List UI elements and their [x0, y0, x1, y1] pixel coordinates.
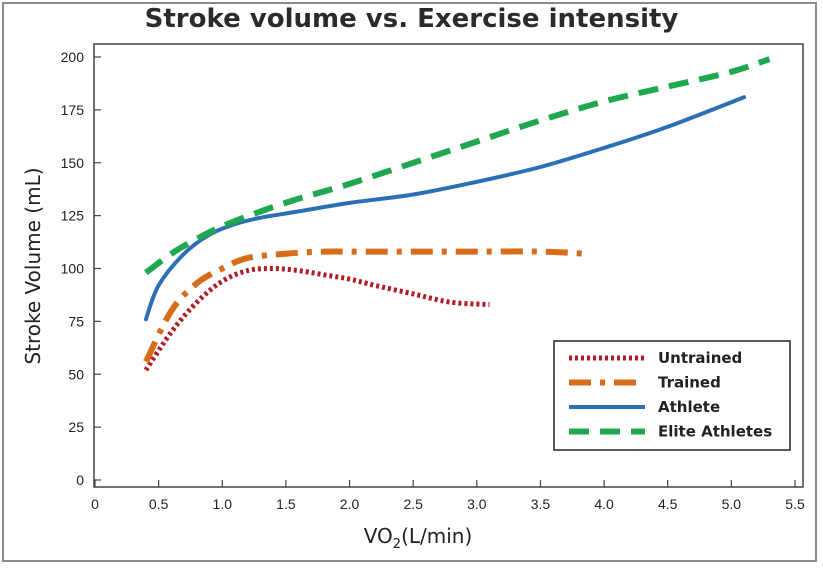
x-axis-label-sub: 2 [393, 537, 401, 552]
x-tick-label: 2.5 [403, 496, 423, 512]
x-tick-label: 3.0 [467, 496, 487, 512]
chart-frame [2, 2, 817, 562]
series-line-athlete [143, 95, 747, 322]
x-tick-label: 5.5 [785, 496, 805, 512]
series-line-untrained [143, 266, 490, 372]
y-tick-label: 100 [61, 261, 85, 277]
x-tick-label: 0 [91, 496, 99, 512]
legend-label-elite-athletes: Elite Athletes [658, 423, 772, 441]
x-tick-label: 2.0 [340, 496, 360, 512]
x-tick-label: 4.0 [594, 496, 614, 512]
y-tick-label: 150 [61, 155, 85, 171]
series-line-elite-athletes [144, 56, 771, 276]
legend-label-athlete: Athlete [658, 398, 720, 416]
x-axis-label-unit: (L/min) [401, 524, 472, 548]
y-tick-label: 50 [68, 366, 84, 382]
x-tick-label: 0.5 [149, 496, 169, 512]
y-tick-label: 75 [68, 313, 84, 329]
x-tick-label: 1.5 [276, 496, 296, 512]
y-tick-label: 125 [61, 208, 85, 224]
x-axis-label-main: VO [364, 524, 393, 548]
legend-label-trained: Trained [658, 374, 721, 392]
y-tick-label: 200 [61, 49, 85, 65]
x-axis-label: VO2(L/min) [364, 524, 473, 552]
y-tick-label: 25 [68, 419, 84, 435]
x-tick-label: 5.0 [722, 496, 742, 512]
x-tick-label: 4.5 [658, 496, 678, 512]
y-axis-label: Stroke Volume (mL) [21, 167, 45, 364]
legend: Untrained Trained Athlete Elite Athletes [553, 340, 791, 451]
y-tick-label: 0 [76, 472, 84, 488]
plot-area [93, 43, 804, 488]
x-tick-label: 3.5 [531, 496, 551, 512]
y-tick-label: 175 [61, 102, 85, 118]
x-tick-label: 1.0 [213, 496, 233, 512]
chart-title: Stroke volume vs. Exercise intensity [144, 4, 679, 34]
legend-label-untrained: Untrained [658, 349, 742, 367]
series-line-trained [143, 248, 586, 363]
